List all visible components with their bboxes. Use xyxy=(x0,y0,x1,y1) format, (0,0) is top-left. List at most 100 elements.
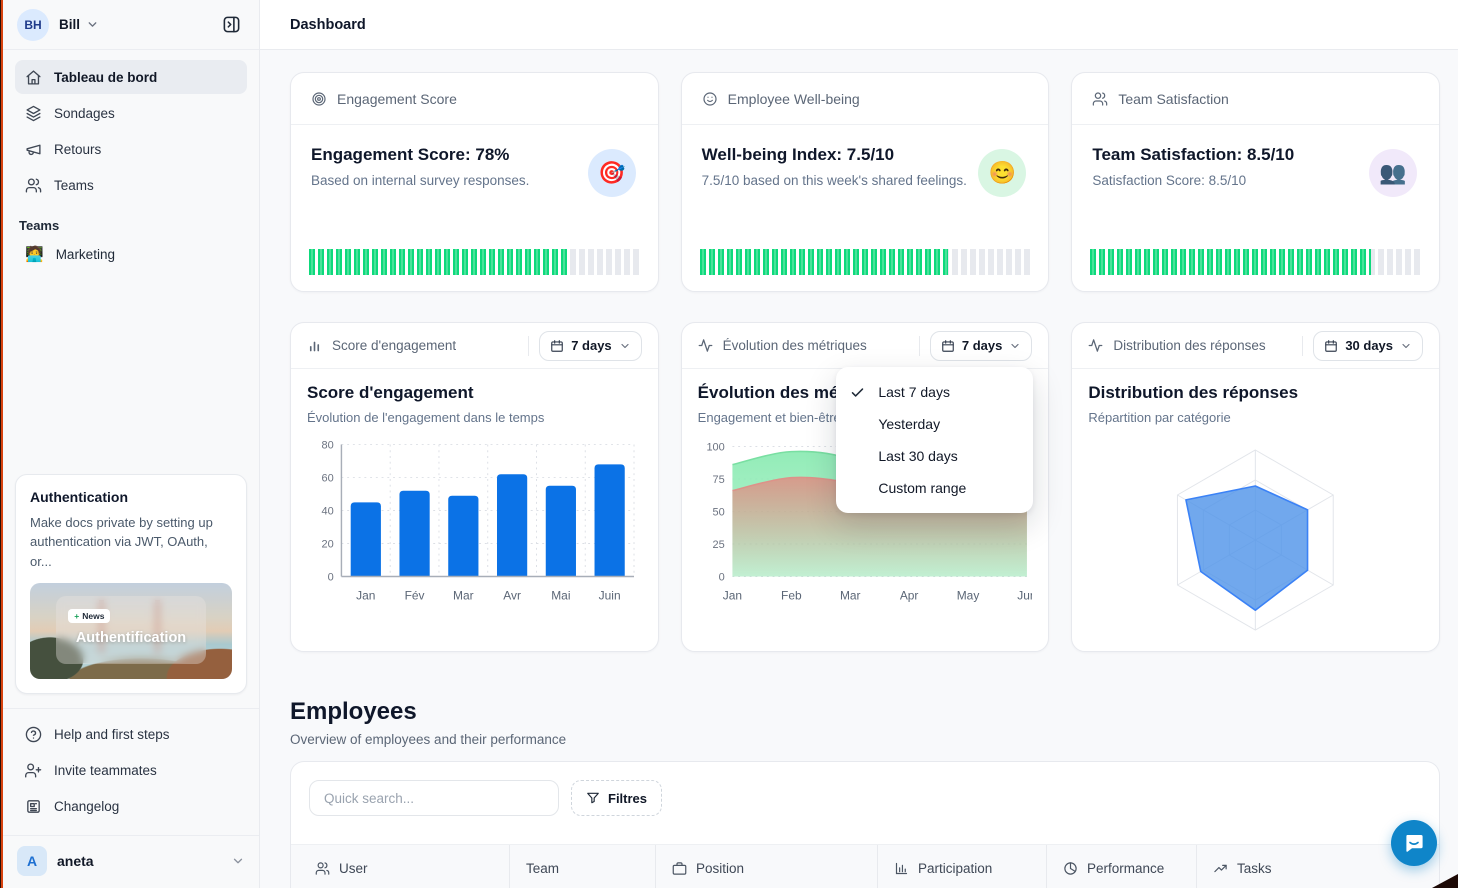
divider xyxy=(528,335,530,356)
filters-button[interactable]: Filtres xyxy=(571,780,663,816)
distribution-radar-chart xyxy=(1088,425,1423,655)
column-header-performance[interactable]: Performance xyxy=(1046,845,1196,888)
sidebar-collapse-button[interactable] xyxy=(217,11,245,39)
promo-image-caption: Authentification xyxy=(75,630,187,647)
progress-fill xyxy=(309,249,567,275)
smile-icon xyxy=(702,91,718,107)
progress-fill xyxy=(699,249,948,275)
dropdown-item-yesterday[interactable]: Yesterday xyxy=(842,408,1027,440)
help-circle-icon xyxy=(25,726,42,743)
account-initial: A xyxy=(26,853,38,869)
stat-card-body: Engagement Score: 78% Based on internal … xyxy=(291,125,658,208)
people-emoji-badge: 👥 xyxy=(1369,149,1418,197)
stat-card-header-label: Engagement Score xyxy=(337,90,457,107)
column-header-user[interactable]: User xyxy=(291,845,509,888)
sidebar-item-retours[interactable]: Retours xyxy=(15,132,247,166)
svg-text:25: 25 xyxy=(712,539,724,551)
sidebar-item-tableau-de-bord[interactable]: Tableau de bord xyxy=(15,60,247,94)
sidebar-item-changelog[interactable]: Changelog xyxy=(15,789,247,823)
progress-fill xyxy=(1090,249,1372,275)
chart-card-engagement-score: Score d'engagement 7 days Score d'engage… xyxy=(290,322,659,652)
progress-bar xyxy=(1090,249,1422,275)
chart-title: Distribution des réponses xyxy=(1088,383,1299,402)
emoji: 🎯 xyxy=(597,160,626,185)
dropdown-item-last-30-days[interactable]: Last 30 days xyxy=(842,440,1027,472)
main-area: Dashboard Engagement Score Engagement Sc… xyxy=(260,0,1458,888)
sidebar-item-teams[interactable]: Teams xyxy=(15,168,247,202)
chart-subtitle: Engagement et bien-être xyxy=(697,410,841,425)
calendar-icon xyxy=(550,339,564,353)
date-range-button[interactable]: 7 days xyxy=(929,330,1033,361)
stat-card-header: Engagement Score xyxy=(291,73,658,125)
search-input[interactable] xyxy=(309,780,559,816)
svg-text:80: 80 xyxy=(322,439,334,451)
chevron-down-icon xyxy=(1400,340,1412,352)
trending-up-icon xyxy=(1213,861,1228,876)
employees-table-header: User Team Position Participation Performance… xyxy=(291,844,1439,888)
chart-card-header: Distribution des réponses 30 days xyxy=(1072,323,1440,369)
column-header-label: Team xyxy=(526,861,560,876)
stat-card-wellbeing: Employee Well-being Well-being Index: 7.… xyxy=(680,72,1050,292)
engagement-bar-chart: 0 20 40 60 80 Jan Fév Mar Avr Mai Juin xyxy=(307,435,642,607)
teams-section-label: Teams xyxy=(19,218,60,233)
date-range-button[interactable]: 30 days xyxy=(1313,330,1424,361)
smile-emoji-badge: 😊 xyxy=(978,149,1027,197)
employees-section-header: Employees Overview of employees and thei… xyxy=(290,698,1440,747)
workspace-avatar: BH xyxy=(17,8,49,41)
chart-title: Score d'engagement xyxy=(307,383,474,402)
sidebar-item-label: Changelog xyxy=(54,798,120,814)
sidebar-team-marketing[interactable]: 🧑‍💻 Marketing xyxy=(3,237,259,271)
workspace-switcher[interactable]: BH Bill xyxy=(3,0,259,50)
emoji: 😊 xyxy=(988,160,1017,185)
svg-text:20: 20 xyxy=(322,538,334,550)
workspace-initials: BH xyxy=(24,17,42,32)
newspaper-icon xyxy=(25,798,42,815)
employees-toolbar: Filtres xyxy=(291,780,1439,816)
news-badge-label: News xyxy=(82,611,105,622)
stat-card-satisfaction: Team Satisfaction Team Satisfaction: 8.5… xyxy=(1071,72,1441,292)
chevron-down-icon xyxy=(231,854,245,868)
svg-text:Mar: Mar xyxy=(453,588,474,602)
promo-overlay: + News Authentification xyxy=(56,596,206,664)
sidebar-item-label: Tableau de bord xyxy=(54,69,158,85)
svg-text:Avr: Avr xyxy=(503,588,521,602)
filters-label: Filtres xyxy=(608,790,648,806)
account-switcher[interactable]: A aneta xyxy=(3,835,259,888)
chevron-down-icon xyxy=(1009,340,1021,352)
svg-text:Jan: Jan xyxy=(722,588,741,602)
sidebar-item-help[interactable]: Help and first steps xyxy=(15,717,247,751)
target-emoji-badge: 🎯 xyxy=(587,149,636,197)
employees-table-card: Filtres User Team Position Participation Per… xyxy=(290,761,1440,888)
svg-text:Juin: Juin xyxy=(599,588,621,602)
news-badge: + News xyxy=(68,609,111,624)
chat-bubble-icon xyxy=(1402,831,1426,855)
svg-text:Mar: Mar xyxy=(840,588,861,602)
sidebar-item-invite[interactable]: Invite teammates xyxy=(15,753,247,787)
divider xyxy=(918,335,920,356)
svg-text:Apr: Apr xyxy=(900,588,919,602)
chart-cards-row: Score d'engagement 7 days Score d'engage… xyxy=(290,322,1441,655)
chart-card-header-label: Évolution des métriques xyxy=(722,338,867,353)
chat-launcher-button[interactable] xyxy=(1391,820,1437,866)
date-range-label: 7 days xyxy=(961,338,1003,353)
chevron-down-icon xyxy=(619,340,631,352)
team-emoji: 🧑‍💻 xyxy=(25,246,44,263)
column-header-team[interactable]: Team xyxy=(509,845,655,888)
dropdown-item-custom-range[interactable]: Custom range xyxy=(842,472,1027,504)
authentication-promo-card[interactable]: Authentication Make docs private by sett… xyxy=(15,473,247,694)
stat-value: Team Satisfaction: 8.5/10 xyxy=(1092,145,1295,164)
filter-icon xyxy=(586,791,600,805)
stat-value: Well-being Index: 7.5/10 xyxy=(701,145,895,164)
dropdown-item-last-7-days[interactable]: Last 7 days xyxy=(842,376,1027,408)
column-header-tasks[interactable]: Tasks xyxy=(1196,845,1439,888)
svg-text:Jan: Jan xyxy=(356,588,375,602)
column-header-label: User xyxy=(339,861,368,876)
chart-card-body: Score d'engagement Évolution de l'engage… xyxy=(291,369,658,607)
column-header-participation[interactable]: Participation xyxy=(877,845,1046,888)
bar-chart-icon xyxy=(307,338,322,353)
chart-column-icon xyxy=(894,861,909,876)
column-header-label: Performance xyxy=(1087,861,1165,876)
date-range-button[interactable]: 7 days xyxy=(539,330,642,361)
column-header-position[interactable]: Position xyxy=(655,845,877,888)
sidebar-item-sondages[interactable]: Sondages xyxy=(15,96,247,130)
